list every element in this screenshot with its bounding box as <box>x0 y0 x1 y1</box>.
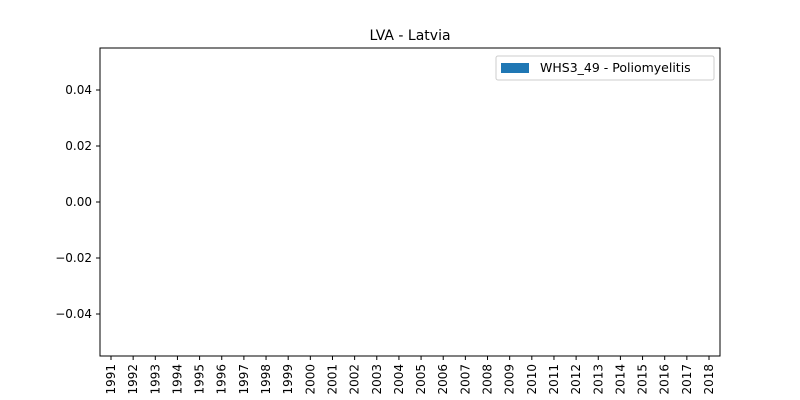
legend-label: WHS3_49 - Poliomyelitis <box>540 60 691 75</box>
x-tick-label: 1995 <box>193 364 207 395</box>
x-tick-label: 2000 <box>303 364 317 395</box>
legend-swatch <box>501 63 529 73</box>
x-tick-label: 2013 <box>591 364 605 395</box>
x-tick-label: 1993 <box>148 364 162 395</box>
y-tick-label: −0.04 <box>55 307 92 321</box>
y-tick-label: −0.02 <box>55 251 92 265</box>
x-tick-label: 2010 <box>525 364 539 395</box>
legend-box <box>495 55 715 81</box>
x-tick-label: 2016 <box>658 364 672 395</box>
y-tick-label: 0.02 <box>65 139 92 153</box>
x-tick-label: 1991 <box>104 364 118 395</box>
x-axis: 1991 1992 1993 1994 1995 1996 1997 1998 1999 2000… <box>104 356 716 395</box>
x-tick-label: 1998 <box>259 364 273 395</box>
plot-frame <box>99 47 721 357</box>
x-tick-label: 2005 <box>414 364 428 395</box>
x-tick-label: 1999 <box>281 364 295 395</box>
x-tick-label: 1997 <box>237 364 251 395</box>
x-tick-label: 2003 <box>370 364 384 395</box>
chart-title: LVA - Latvia <box>369 28 450 44</box>
x-tick-label: 1992 <box>126 364 140 395</box>
x-tick-label: 2014 <box>613 364 627 395</box>
x-tick-label: 2007 <box>458 364 472 395</box>
x-tick-label: 2004 <box>392 364 406 395</box>
x-tick-label: 2008 <box>481 364 495 395</box>
x-tick-label: 2017 <box>680 364 694 395</box>
y-tick-label: 0.04 <box>65 83 92 97</box>
x-tick-label: 2006 <box>436 364 450 395</box>
y-axis: −0.04 −0.02 0.00 0.02 0.04 <box>55 83 100 321</box>
x-tick-label: 2011 <box>547 364 561 395</box>
x-tick-label: 2002 <box>348 364 362 395</box>
x-tick-label: 2001 <box>325 364 339 395</box>
x-tick-label: 2012 <box>569 364 583 395</box>
x-tick-label: 1996 <box>215 364 229 395</box>
x-tick-label: 2018 <box>702 364 716 395</box>
x-tick-label: 1994 <box>170 364 184 395</box>
y-tick-label: 0.00 <box>65 195 92 209</box>
legend: WHS3_49 - Poliomyelitis <box>495 55 715 81</box>
x-tick-label: 2015 <box>636 364 650 395</box>
x-tick-label: 2009 <box>503 364 517 395</box>
